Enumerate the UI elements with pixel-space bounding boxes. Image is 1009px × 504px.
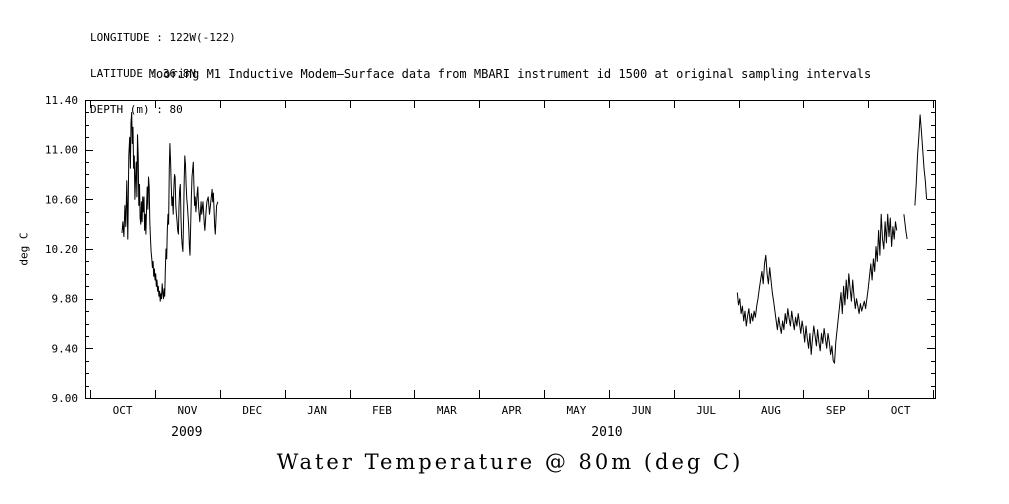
y-tick-label: 9.80 xyxy=(52,293,79,306)
depth-label: DEPTH (m) : 80 xyxy=(90,103,183,116)
year-label: 2009 xyxy=(171,425,202,440)
data-series-segment xyxy=(914,114,928,206)
month-tick-label: DEC xyxy=(242,404,262,417)
month-tick-label: FEB xyxy=(372,404,392,417)
month-tick-label: NOV xyxy=(178,404,198,417)
y-tick-label: 9.40 xyxy=(52,342,79,355)
month-tick-label: APR xyxy=(502,404,522,417)
data-series-segment xyxy=(736,213,898,364)
year-label: 2010 xyxy=(591,425,622,440)
y-tick-label: 11.00 xyxy=(45,144,78,157)
plot-frame xyxy=(85,100,936,399)
month-tick-label: JAN xyxy=(307,404,327,417)
y-tick-label: 10.20 xyxy=(45,243,78,256)
plot-title: Mooring M1 Inductive Modem—Surface data … xyxy=(148,67,872,81)
month-tick-label: JUN xyxy=(631,404,651,417)
y-tick-label: 11.40 xyxy=(45,94,78,107)
header-block: LONGITUDE : 122W(-122) LATITUDE : 36.8N … xyxy=(90,8,236,140)
data-series-segment xyxy=(903,214,908,240)
month-tick-label: JUL xyxy=(696,404,716,417)
latitude-label: LATITUDE : 36.8N xyxy=(90,67,196,80)
longitude-label: LONGITUDE : 122W(-122) xyxy=(90,31,236,44)
month-tick-label: MAR xyxy=(437,404,457,417)
month-tick-label: MAY xyxy=(567,404,587,417)
month-tick-label: SEP xyxy=(826,404,846,417)
y-tick-label: 9.00 xyxy=(52,392,79,405)
month-tick-label: AUG xyxy=(761,404,781,417)
month-tick-label: OCT xyxy=(891,404,911,417)
data-series-segment xyxy=(121,111,219,302)
month-tick-label: OCT xyxy=(113,404,133,417)
bottom-title: Water Temperature @ 80m (deg C) xyxy=(276,450,744,474)
y-tick-label: 10.60 xyxy=(45,193,78,206)
